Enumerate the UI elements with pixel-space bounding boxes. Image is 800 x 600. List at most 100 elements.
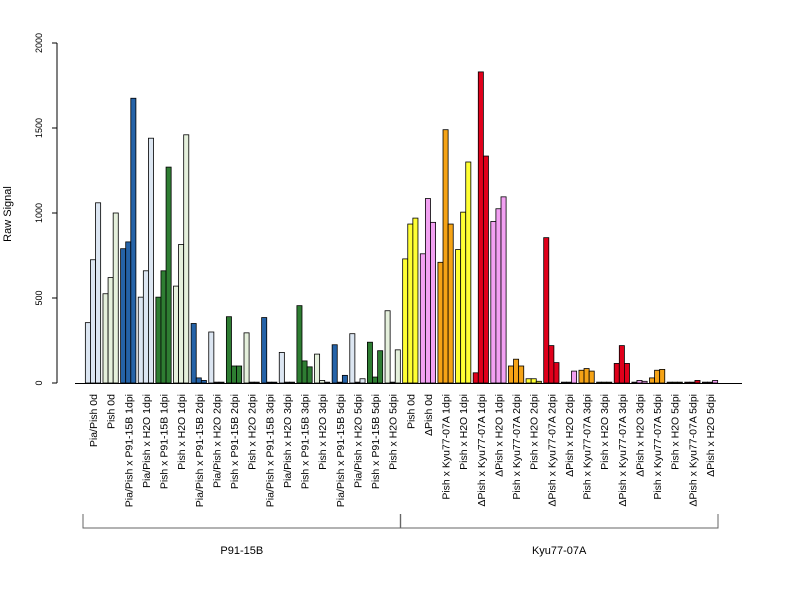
- category-label: ΔPish x H2O 2dpi: [564, 394, 576, 477]
- bar: [213, 381, 220, 384]
- bar: [654, 369, 661, 384]
- bar: [606, 381, 613, 384]
- y-axis-title: Raw Signal: [2, 186, 14, 242]
- category-label: ΔPish x H2O 1dpi: [493, 394, 505, 477]
- bar: [173, 285, 179, 384]
- bar: [130, 97, 137, 384]
- bar: [447, 223, 454, 384]
- category-label: Pia/Pish 0d: [88, 394, 100, 447]
- bar: [341, 374, 348, 384]
- bar: [543, 237, 550, 384]
- bar: [513, 358, 520, 384]
- bar: [437, 261, 444, 384]
- y-tick-label: 500: [34, 290, 44, 305]
- bar: [548, 345, 555, 384]
- bar: [367, 341, 373, 384]
- bar: [472, 372, 479, 384]
- category-label: Pia/Pish x H2O 2dpi: [211, 394, 223, 488]
- bar: [208, 331, 215, 384]
- category-label: Pish x H2O 5dpi: [670, 394, 682, 470]
- bar: [183, 134, 190, 384]
- bar: [314, 353, 321, 384]
- bar: [636, 380, 643, 384]
- bar: [120, 248, 127, 384]
- category-label: Pish x H2O 2dpi: [529, 394, 541, 470]
- bar: [583, 368, 590, 384]
- bar: [530, 378, 537, 384]
- bar: [535, 380, 542, 384]
- bar: [243, 332, 250, 384]
- group-brackets: P91-15B Kyu77-07A: [82, 514, 719, 557]
- bar: [482, 155, 489, 384]
- bar: [102, 293, 109, 384]
- bar: [712, 380, 719, 384]
- bar: [231, 365, 237, 384]
- category-label: Pia/Pish x P91-15B 5dpi: [335, 394, 347, 507]
- y-tick-label: 2000: [34, 33, 44, 53]
- bar: [142, 270, 149, 384]
- bar: [218, 381, 225, 384]
- category-label: ΔPish 0d: [423, 394, 435, 436]
- bar: [306, 366, 313, 384]
- y-tick-label: 0: [34, 380, 44, 385]
- bar: [460, 211, 467, 384]
- bar: [525, 378, 532, 384]
- bar: [671, 381, 678, 384]
- category-label: ΔPish x H2O 5dpi: [705, 394, 717, 477]
- category-label: Pish 0d: [106, 394, 118, 429]
- bar: [319, 380, 326, 384]
- bar: [412, 217, 419, 384]
- bar: [424, 198, 431, 384]
- bar: [553, 362, 560, 384]
- category-label: Pish x H2O 3dpi: [599, 394, 611, 470]
- bar: [283, 381, 290, 384]
- category-label: Pia/Pish x H2O 1dpi: [141, 394, 153, 488]
- category-label: Pish x Kyu77-07A 1dpi: [441, 394, 453, 500]
- bar: [495, 208, 502, 384]
- bar: [689, 381, 696, 384]
- category-label: Pia/Pish x H2O 3dpi: [282, 394, 294, 488]
- bar: [707, 381, 713, 384]
- bar: [430, 221, 436, 384]
- category-label: Pish x Kyu77-07A 2dpi: [511, 394, 523, 500]
- bar: [225, 316, 232, 384]
- bar: [301, 360, 308, 384]
- category-label: Pish x H2O 1dpi: [458, 394, 470, 470]
- bar: [694, 380, 701, 384]
- bar: [155, 296, 162, 384]
- bar: [289, 381, 295, 384]
- bar: [359, 378, 366, 384]
- y-tick-label: 1000: [34, 203, 44, 223]
- bar: [407, 223, 414, 384]
- category-label: Pia/Pish x P91-15B 3dpi: [264, 394, 276, 507]
- bar: [324, 381, 331, 384]
- bar: [676, 381, 683, 384]
- bar: [125, 241, 132, 384]
- bar: [372, 376, 379, 384]
- group-bracket: [82, 514, 402, 529]
- bar: [90, 259, 96, 384]
- group-label: Kyu77-07A: [532, 545, 587, 557]
- bar: [271, 381, 278, 384]
- category-label: Pish 0d: [405, 394, 417, 429]
- bar: [508, 365, 514, 384]
- bar: [160, 270, 167, 384]
- bar: [649, 377, 655, 384]
- category-label: Pish x H2O 1dpi: [176, 394, 188, 470]
- category-label: Pia/Pish x P91-15B 1dpi: [123, 394, 135, 507]
- category-label: Pish x P91-15B 3dpi: [300, 394, 312, 489]
- bar: [331, 344, 338, 384]
- category-label: Pish x H2O 3dpi: [317, 394, 329, 470]
- bar: [200, 380, 207, 384]
- bar: [500, 196, 507, 384]
- bar: [490, 221, 497, 384]
- bar: [95, 202, 102, 384]
- bar: [641, 380, 648, 384]
- category-label: Pish x H2O 2dpi: [247, 394, 259, 470]
- bar: [354, 381, 361, 384]
- bar: [148, 137, 154, 384]
- category-label: Pish x P91-15B 1dpi: [159, 394, 171, 489]
- bar: [601, 381, 608, 384]
- bar: [566, 381, 572, 384]
